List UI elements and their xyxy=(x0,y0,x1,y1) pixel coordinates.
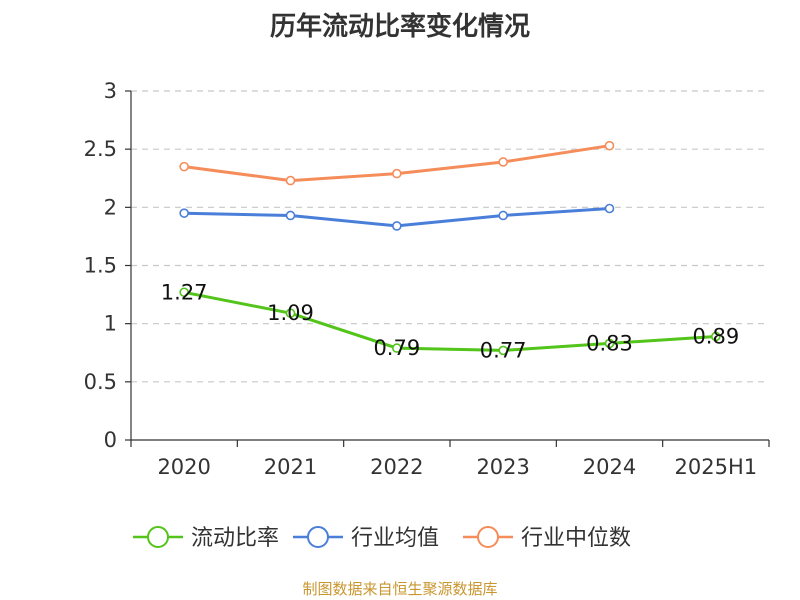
data-label-0: 1.27 xyxy=(161,280,208,304)
x-tick-label-1: 2021 xyxy=(264,455,317,479)
series-1-point-4 xyxy=(604,203,615,214)
series-2-point-1 xyxy=(285,175,296,186)
x-tick-label-0: 2020 xyxy=(157,455,210,479)
series-2-point-3 xyxy=(498,157,508,167)
x-tick-label-3: 2023 xyxy=(476,455,529,479)
data-source-note: 制图数据来自恒生聚源数据库 xyxy=(302,580,498,598)
series-0-point-5 xyxy=(711,331,721,342)
series-1-point-2 xyxy=(392,221,402,231)
legend-label-0: 流动比率 xyxy=(191,526,279,551)
series-1-point-1 xyxy=(285,210,296,221)
legend-marker-1 xyxy=(307,526,329,548)
x-tick-label-4: 2024 xyxy=(583,455,636,479)
legend-label-2: 行业中位数 xyxy=(521,526,631,551)
data-label-3: 0.77 xyxy=(480,338,527,362)
series-2-point-4 xyxy=(604,140,615,151)
legend-label-1: 行业均值 xyxy=(351,526,439,551)
series-1-point-3 xyxy=(498,210,508,221)
y-tick-label-2: 1 xyxy=(104,312,117,336)
y-tick-label-1: 0.5 xyxy=(84,370,117,394)
series-0-point-4 xyxy=(604,338,615,349)
y-tick-label-3: 1.5 xyxy=(84,254,117,278)
data-label-1: 1.09 xyxy=(267,301,314,325)
legend-marker-0 xyxy=(147,526,169,548)
series-1-point-0 xyxy=(179,208,189,218)
series-2-point-2 xyxy=(392,168,402,179)
legend-marker-2 xyxy=(477,526,499,548)
series-0-point-2 xyxy=(392,343,402,353)
x-tick-label-5: 2025H1 xyxy=(675,455,758,479)
series-0-point-3 xyxy=(498,345,508,356)
data-label-4: 0.83 xyxy=(586,331,633,355)
y-tick-label-6: 3 xyxy=(104,79,117,103)
y-tick-label-0: 0 xyxy=(104,428,117,452)
x-tick-label-2: 2022 xyxy=(370,455,423,479)
series-0-point-1 xyxy=(285,308,296,318)
y-tick-label-4: 2 xyxy=(104,195,117,219)
series-2-point-0 xyxy=(179,161,189,172)
series-0-point-0 xyxy=(179,287,189,298)
y-tick-label-5: 2.5 xyxy=(84,137,117,161)
data-label-2: 0.79 xyxy=(373,336,420,360)
chart-title: 历年流动比率变化情况 xyxy=(269,12,530,42)
series-line-0 xyxy=(183,290,716,352)
data-label-5: 0.89 xyxy=(692,324,739,348)
